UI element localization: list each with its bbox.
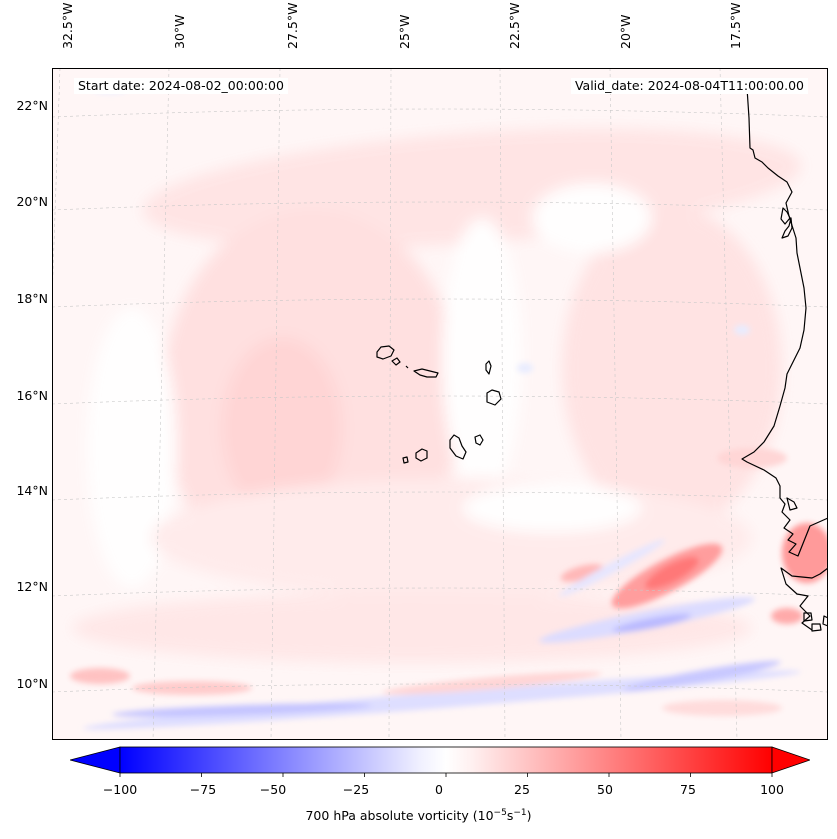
lon-label-25w: 25°W [397,14,412,49]
cape-verde-sao-vicente [391,357,401,366]
lat-label-10n: 10°N [16,676,48,691]
lon-label-22-5w: 22.5°W [507,2,522,49]
lat-label-16n: 16°N [16,388,48,403]
lat-label-22n: 22°N [16,98,48,113]
lon-label-30w: 30°W [172,14,187,49]
bijagos-islands [803,612,828,632]
cape-verde-santo-antao [376,345,395,360]
western-sahara-notch [780,207,791,225]
lon-label-20w: 20°W [618,14,633,49]
lat-label-18n: 18°N [16,291,48,306]
lat-label-12n: 12°N [16,579,48,594]
colorbar [70,746,810,777]
colorbar-min-extend [70,746,121,774]
cape-verde-sao-nicolau [413,368,439,378]
lon-label-32-5w: 32.5°W [60,2,75,49]
dakar-peninsula [781,217,793,239]
vorticity-map [52,68,828,740]
colorbar-max-extend [771,746,810,774]
colorbar-label-unit: s [506,808,514,824]
valid-date-label: Valid_date: 2024-08-04T11:00:00.00 [570,78,808,94]
cape-verde-maio [474,434,484,446]
colorbar-tick-minus-100: −100 [102,782,138,797]
lat-label-20n: 20°N [16,194,48,209]
cape-verde-fogo [415,448,428,462]
gambia-inlet [786,497,798,511]
lat-label-14n: 14°N [16,483,48,498]
graticule [52,68,828,740]
colorbar-tick-minus-25: −25 [342,782,370,797]
colorbar-tick-25: 25 [514,782,530,797]
colorbar-label-exponent-2: −1 [513,808,527,818]
colorbar-label-prefix: 700 hPa absolute vorticity (10 [305,808,494,824]
west-africa-coast-south [780,567,828,631]
colorbar-tick-100: 100 [760,782,784,797]
vorticity-field [70,82,828,730]
cape-verde-brava [402,456,409,464]
colorbar-label-exponent-1: −5 [493,808,507,818]
cape-verde-santiago [449,434,467,460]
colorbar-tick-marks [119,773,773,777]
colorbar-tick-75: 75 [680,782,696,797]
start-date-label: Start date: 2024-08-02_00:00:00 [74,78,288,94]
cape-verde-sal [485,360,492,375]
cape-verde-boa-vista [486,389,502,406]
cape-verde-santa-luzia [405,365,409,369]
lon-label-27-5w: 27.5°W [285,2,300,49]
lon-label-17-5w: 17.5°W [728,2,743,49]
colorbar-tick-0: 0 [435,782,443,797]
coastlines [376,87,828,632]
colorbar-gradient [119,746,773,774]
colorbar-tick-minus-75: −75 [189,782,217,797]
colorbar-tick-50: 50 [597,782,613,797]
colorbar-label-suffix: ) [526,808,532,824]
colorbar-tick-minus-50: −50 [259,782,287,797]
map-frame [52,68,828,740]
africa-coastline [741,87,828,557]
colorbar-label: 700 hPa absolute vorticity (10−5s−1) [0,808,837,823]
